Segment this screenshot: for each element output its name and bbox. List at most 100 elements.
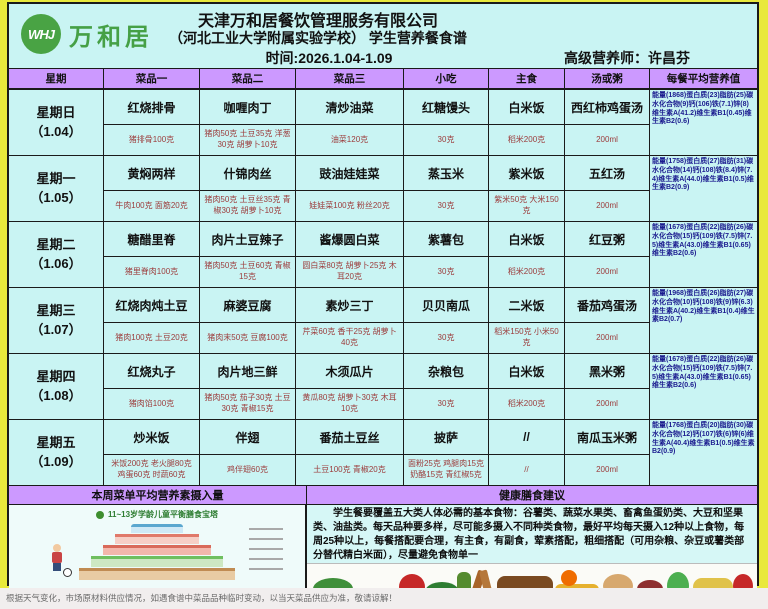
dish-cell: 肉片土豆辣子 猪肉50克 土豆60克 青椒15克 (200, 222, 296, 287)
bottom-section-headers: 本周菜单平均营养素摄入量 健康膳食建议 (9, 485, 757, 505)
day-cell: 星期四 （1.08） (9, 354, 104, 419)
dish-name: 番茄鸡蛋汤 (565, 288, 649, 324)
dish-cell: 白米饭 稻米200克 (489, 90, 565, 155)
day-date: （1.09） (30, 453, 82, 469)
health-advice-header: 健康膳食建议 (499, 490, 565, 502)
dish-name: 肉片土豆辣子 (200, 222, 295, 258)
dish-name: 番茄土豆丝 (296, 420, 403, 456)
dish-detail: 30克 (437, 134, 455, 144)
day-date: （1.07） (30, 321, 82, 337)
dish-detail: 猪排骨100克 (128, 134, 175, 144)
dish-name: 白米饭 (489, 222, 564, 258)
nutritionist-name: 高级营养师：许昌芬 (564, 50, 690, 66)
dish-name: 红烧排骨 (104, 90, 199, 126)
menu-row: 星期三 （1.07） 红烧肉炖土豆 猪肉100克 土豆20克 麻婆豆腐 猪肉末50克 豆腐… (9, 288, 757, 354)
menu-sheet: WHJ 万和居 天津万和居餐饮管理服务有限公司 （河北工业大学附属实验学校） 学… (7, 2, 759, 606)
dish-cell: 红烧丸子 猪肉馅100克 (104, 354, 200, 419)
dish-cell: 红烧排骨猪排骨100克 (104, 90, 200, 155)
menu-subtitle: （河北工业大学附属实验学校） 学生营养餐食谱 (169, 30, 467, 46)
company-title: 天津万和居餐饮管理服务有限公司 (197, 13, 438, 30)
nutrition-cell: 能量(1758)蛋白质(27)脂肪(31)碳水化合物(14)钙(108)铁(8.… (652, 158, 754, 192)
brand-logo: WHJ 万和居 (21, 14, 153, 54)
day-date: （1.08） (30, 387, 82, 403)
dish-detail: 200ml (596, 398, 618, 408)
dish-detail: 稻米200克 (507, 134, 546, 144)
dish-detail: 200ml (596, 332, 618, 342)
menu-row: 星期一 （1.05） 黄焖两样 牛肉100克 面筋20克 什锦肉丝 猪肉50克 土豆丝35… (9, 156, 757, 222)
dish-detail: 猪肉50克 土豆丝35克 青椒30克 胡萝卜10克 (204, 195, 291, 216)
dish-cell: 麻婆豆腐 猪肉末50克 豆腐100克 (200, 288, 296, 353)
dish-detail: 30克 (437, 266, 455, 276)
dish-detail: 稻米200克 (507, 398, 546, 408)
dish-name: 五红汤 (565, 156, 649, 192)
dish-cell: 黄焖两样 牛肉100克 面筋20克 (104, 156, 200, 221)
dish-cell: 披萨面粉25克 鸡腿肉15克 奶酪15克 青红椒5克 (404, 420, 489, 485)
dish-detail: 稻米200克 (507, 266, 546, 276)
dish-cell: 酱爆圆白菜 圆白菜80克 胡萝卜25克 木耳20克 (296, 222, 404, 287)
dish-cell: 西红柿鸡蛋汤 200ml (565, 90, 650, 155)
col-header-nutrition: 每餐平均营养值 (666, 73, 741, 85)
dish-cell: 白米饭稻米200克 (489, 354, 565, 419)
dish-name: 紫米饭 (489, 156, 564, 192)
pyramid-tier (103, 545, 211, 555)
day-cell: 星期日 （1.04） (9, 90, 104, 155)
dish-cell: 南瓜玉米粥 200ml (565, 420, 650, 485)
menu-table-body: 星期日 （1.04） 红烧排骨 猪排骨100克 咖喱肉丁 猪肉50克 土豆35克 洋葱30… (9, 90, 757, 485)
dish-detail: 面粉25克 鸡腿肉15克 奶酪15克 青红椒5克 (407, 459, 485, 480)
brand-name: 万和居 (69, 23, 153, 51)
dish-name: 咖喱肉丁 (200, 90, 295, 126)
dish-detail: 米饭200克 老火腿80克 鸡蛋60克 时蔬60克 (111, 459, 192, 480)
child-figure-icon (47, 544, 72, 577)
dish-cell: 贝贝南瓜 30克 (404, 288, 489, 353)
dish-name: 南瓜玉米粥 (565, 420, 649, 456)
dish-cell: 蒸玉米 30克 (404, 156, 489, 221)
dish-name: 西红柿鸡蛋汤 (565, 90, 649, 126)
day-label: 星期四 (36, 368, 76, 384)
food-item-shape (561, 570, 577, 586)
dish-cell: 什锦肉丝 猪肉50克 土豆丝35克 青椒30克 胡萝卜10克 (200, 156, 296, 221)
dish-name: 伴翅 (200, 420, 295, 456)
dish-detail: 30克 (437, 332, 455, 342)
dish-name: 素炒三丁 (296, 288, 403, 324)
dish-detail: 30克 (437, 200, 455, 210)
dish-detail: 娃娃菜100克 粉丝20克 (309, 200, 390, 210)
dish-cell: // // (489, 420, 565, 485)
dish-name: 黑米粥 (565, 354, 649, 390)
dish-cell: 红豆粥 200ml (565, 222, 650, 287)
day-date: （1.06） (30, 255, 82, 271)
dish-detail: 牛肉100克 面筋20克 (115, 200, 188, 210)
col-header-dish2: 菜品二 (200, 69, 296, 88)
dish-cell: 清炒油菜 油菜120克 (296, 90, 404, 155)
dish-cell: 炒米饭 米饭200克 老火腿80克 鸡蛋60克 时蔬60克 (104, 420, 200, 485)
dish-detail: 200ml (596, 464, 618, 474)
dish-detail: 黄瓜80克 胡萝卜30克 木耳10克 (302, 393, 397, 414)
dish-name: 豉油娃娃菜 (296, 156, 403, 192)
day-label: 星期五 (36, 434, 76, 450)
dish-name: 紫薯包 (404, 222, 488, 258)
dish-detail: 猪肉馅100克 (128, 398, 175, 408)
col-header-dish1: 菜品一 (104, 69, 200, 88)
dish-name: 披萨 (404, 420, 488, 456)
dish-detail: 稻米150克 小米50克 (494, 327, 559, 348)
pyramid-tier (115, 534, 199, 544)
dish-detail: // (524, 464, 529, 474)
nutrition-cell: 能量(1868)蛋白质(23)脂肪(25)碳水化合物(9)钙(106)铁(7.1… (652, 92, 754, 126)
day-date: （1.04） (30, 123, 82, 139)
dish-detail: 土豆100克 青椒20克 (313, 464, 386, 474)
dish-name: 二米饭 (489, 288, 564, 324)
dish-name: 白米饭 (489, 354, 564, 390)
pyramid-logo-icon (95, 510, 104, 519)
day-cell: 星期三 （1.07） (9, 288, 104, 353)
table-header-row: 星期 菜品一 菜品二 菜品三 小吃 主食 汤或粥 每餐平均营养值 (9, 69, 757, 90)
dish-name: 糖醋里脊 (104, 222, 199, 258)
day-cell: 星期二 （1.06） (9, 222, 104, 287)
dish-name: 木须瓜片 (296, 354, 403, 390)
pyramid-title: 11~13岁学龄儿童平衡膳食宝塔 (107, 510, 219, 519)
dish-detail: 猪肉末50克 豆腐100克 (207, 332, 288, 342)
col-header-snack: 小吃 (404, 69, 489, 88)
dish-cell: 番茄鸡蛋汤 200ml (565, 288, 650, 353)
pyramid-tiers (79, 524, 235, 580)
dish-cell: 黑米粥 200ml (565, 354, 650, 419)
col-header-staple: 主食 (489, 69, 565, 88)
dish-detail: 猪肉100克 土豆20克 (115, 332, 188, 342)
